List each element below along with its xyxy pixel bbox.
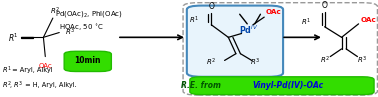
Text: R.E. from: R.E. from — [181, 81, 224, 90]
Text: $R^1$: $R^1$ — [189, 14, 199, 26]
FancyBboxPatch shape — [190, 77, 374, 95]
Text: = H, Aryl, Alkyl.: = H, Aryl, Alkyl. — [23, 82, 77, 88]
Text: $R^2$: $R^2$ — [206, 57, 216, 68]
Text: HOAc, 50 $^{\circ}$C: HOAc, 50 $^{\circ}$C — [59, 22, 104, 32]
Text: Vinyl-Pd(IV)-OAc: Vinyl-Pd(IV)-OAc — [252, 81, 323, 90]
Text: $R^2$: $R^2$ — [320, 55, 330, 66]
Text: $R^3$: $R^3$ — [65, 26, 75, 38]
Text: OAc: OAc — [39, 63, 52, 69]
Text: $R^1$: $R^1$ — [8, 31, 19, 44]
Text: OAc: OAc — [360, 17, 376, 23]
Text: , $R^3$: , $R^3$ — [9, 79, 23, 92]
Text: OAc: OAc — [266, 9, 282, 15]
FancyBboxPatch shape — [187, 6, 283, 77]
Text: = Aryl, Alkyl: = Aryl, Alkyl — [10, 67, 53, 73]
Text: Pd(OAc)$_2$, PhI(OAc): Pd(OAc)$_2$, PhI(OAc) — [55, 9, 122, 19]
Text: $R^3$: $R^3$ — [250, 57, 260, 68]
Text: $R^1$: $R^1$ — [301, 16, 311, 28]
Text: Pd$^{IV}$: Pd$^{IV}$ — [239, 23, 259, 36]
FancyBboxPatch shape — [64, 51, 112, 71]
Text: $R^2$: $R^2$ — [2, 80, 11, 91]
Text: $R^3$: $R^3$ — [357, 55, 367, 66]
Text: $R^1$: $R^1$ — [2, 64, 11, 76]
Text: 10min: 10min — [74, 56, 101, 65]
Text: O: O — [322, 1, 328, 10]
Text: $R^2$: $R^2$ — [50, 6, 60, 17]
Text: O: O — [208, 2, 214, 11]
